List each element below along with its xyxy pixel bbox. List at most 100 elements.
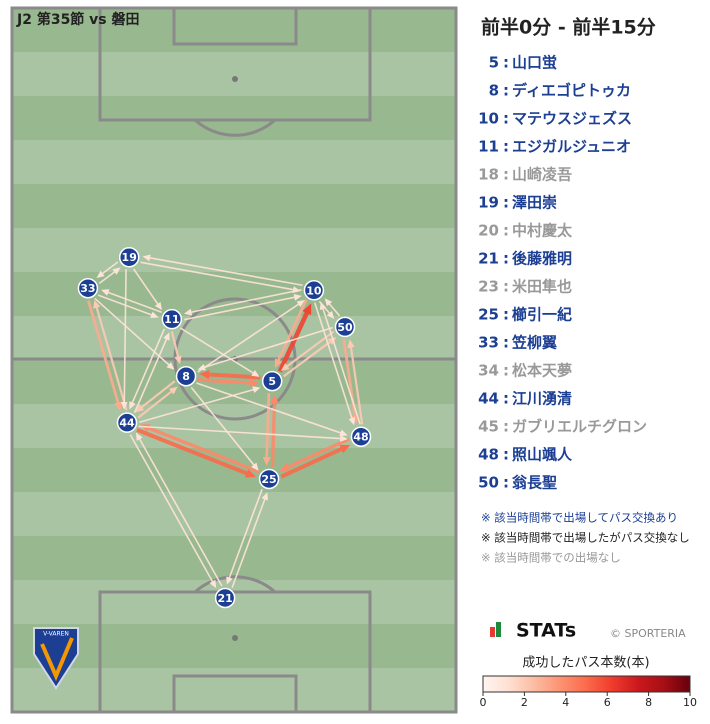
pass-arrowhead <box>296 300 305 308</box>
player-separator: : <box>503 446 509 464</box>
player-separator: : <box>503 222 509 240</box>
pass-line <box>133 336 169 414</box>
pass-line <box>136 428 252 477</box>
player-name: マテウスジェズス <box>512 110 632 128</box>
stripe <box>12 316 456 360</box>
pass-edge <box>136 428 256 478</box>
pass-line <box>349 344 364 425</box>
player-name: 櫛引一紀 <box>512 306 572 324</box>
pass-edge <box>139 386 261 424</box>
player-node <box>350 426 372 447</box>
pass-edge <box>282 337 337 378</box>
player-node <box>214 587 236 609</box>
pass-edge <box>101 289 162 313</box>
pass-arrowhead <box>163 332 170 341</box>
pass-edge <box>197 326 333 371</box>
pass-line <box>130 328 166 406</box>
player-separator: : <box>503 54 509 72</box>
player-node-label: 11 <box>164 313 179 326</box>
pass-arrowhead <box>174 355 182 365</box>
pass-arrowhead <box>93 299 101 309</box>
player-number: 10 <box>478 110 499 128</box>
pass-edge <box>231 492 268 589</box>
pass-edge <box>87 300 122 412</box>
pass-line <box>202 326 333 369</box>
pass-edge <box>313 302 356 426</box>
colorbar-tick-label: 2 <box>521 696 528 709</box>
player-node <box>118 246 140 268</box>
pass-arrowhead <box>168 386 178 395</box>
pass-arrowhead <box>293 293 302 301</box>
pass-edge <box>197 300 305 373</box>
pass-edge <box>184 293 302 321</box>
pass-arrowhead <box>135 432 143 441</box>
credit: © SPORTERIA <box>610 627 686 640</box>
player-number: 18 <box>478 166 499 184</box>
pass-arrowhead <box>251 462 259 471</box>
pass-edge <box>137 386 178 419</box>
player-separator: : <box>503 334 509 352</box>
pass-line <box>123 269 127 405</box>
player-name: ディエゴピトゥカ <box>512 82 631 100</box>
badge-text: V-VAREN <box>43 631 69 638</box>
player-number: 8 <box>489 82 499 100</box>
pass-edge <box>262 392 271 466</box>
colorbar-ticks: 0 2 4 6 8 10 <box>480 692 697 709</box>
player-name: 松本天夢 <box>512 362 572 380</box>
pass-line <box>280 445 347 479</box>
pass-arrowhead <box>279 463 290 471</box>
player-node-label: 8 <box>182 370 190 383</box>
period-title: 前半0分 - 前半15分 <box>481 16 656 39</box>
pass-line <box>129 434 215 585</box>
player-number: 50 <box>478 474 499 492</box>
player-name: 江川湧清 <box>512 390 572 408</box>
player-number: 23 <box>478 278 499 296</box>
note: ※ 該当時間帯で出場したがパス交換なし <box>481 531 690 545</box>
edges <box>87 254 364 589</box>
player-number: 5 <box>489 54 499 72</box>
pass-edge <box>180 327 260 377</box>
player-number: 19 <box>478 194 499 212</box>
pass-line <box>321 306 361 425</box>
pass-arrowhead <box>166 362 175 370</box>
pass-arrowhead <box>249 378 260 388</box>
pass-arrowhead <box>135 404 145 413</box>
player-node-label: 10 <box>306 284 322 297</box>
stripe <box>12 536 456 580</box>
pass-arrowhead <box>199 370 210 380</box>
pass-line <box>140 261 296 291</box>
pass-edge <box>129 434 217 589</box>
pass-line <box>138 380 176 411</box>
player-number: 48 <box>478 446 499 464</box>
player-name: 翁長聖 <box>512 474 557 492</box>
pass-edge <box>94 297 175 370</box>
pass-arrowhead <box>112 267 121 275</box>
colorbar-label: 成功したパス本数(本) <box>522 656 649 671</box>
player-separator: : <box>503 278 509 296</box>
pass-line <box>180 327 256 375</box>
pass-edge <box>197 378 260 388</box>
pass-line <box>184 296 298 321</box>
stripe <box>12 492 456 536</box>
pass-edge <box>274 299 308 369</box>
player-name: 後藤雅明 <box>511 250 572 268</box>
pass-arrowhead <box>226 576 233 585</box>
brand: STATs © SPORTERIA <box>490 620 686 642</box>
pass-arrowhead <box>120 401 128 410</box>
pass-line <box>283 437 350 471</box>
player-separator: : <box>503 390 509 408</box>
pass-arrowhead <box>350 415 359 425</box>
pass-arrowhead <box>326 310 335 319</box>
pass-line <box>282 339 334 378</box>
player-separator: : <box>503 306 509 324</box>
pass-edge <box>120 269 128 410</box>
match-label: J2 第35節 vs 磐田 <box>16 11 140 28</box>
pass-edge <box>183 288 302 316</box>
colorbar-tick-label: 4 <box>562 696 569 709</box>
pitch-lines <box>10 6 458 714</box>
player-separator: : <box>503 362 509 380</box>
player-name: 中村慶太 <box>512 222 573 240</box>
pass-arrowhead <box>327 337 337 345</box>
pass-line <box>197 302 302 373</box>
